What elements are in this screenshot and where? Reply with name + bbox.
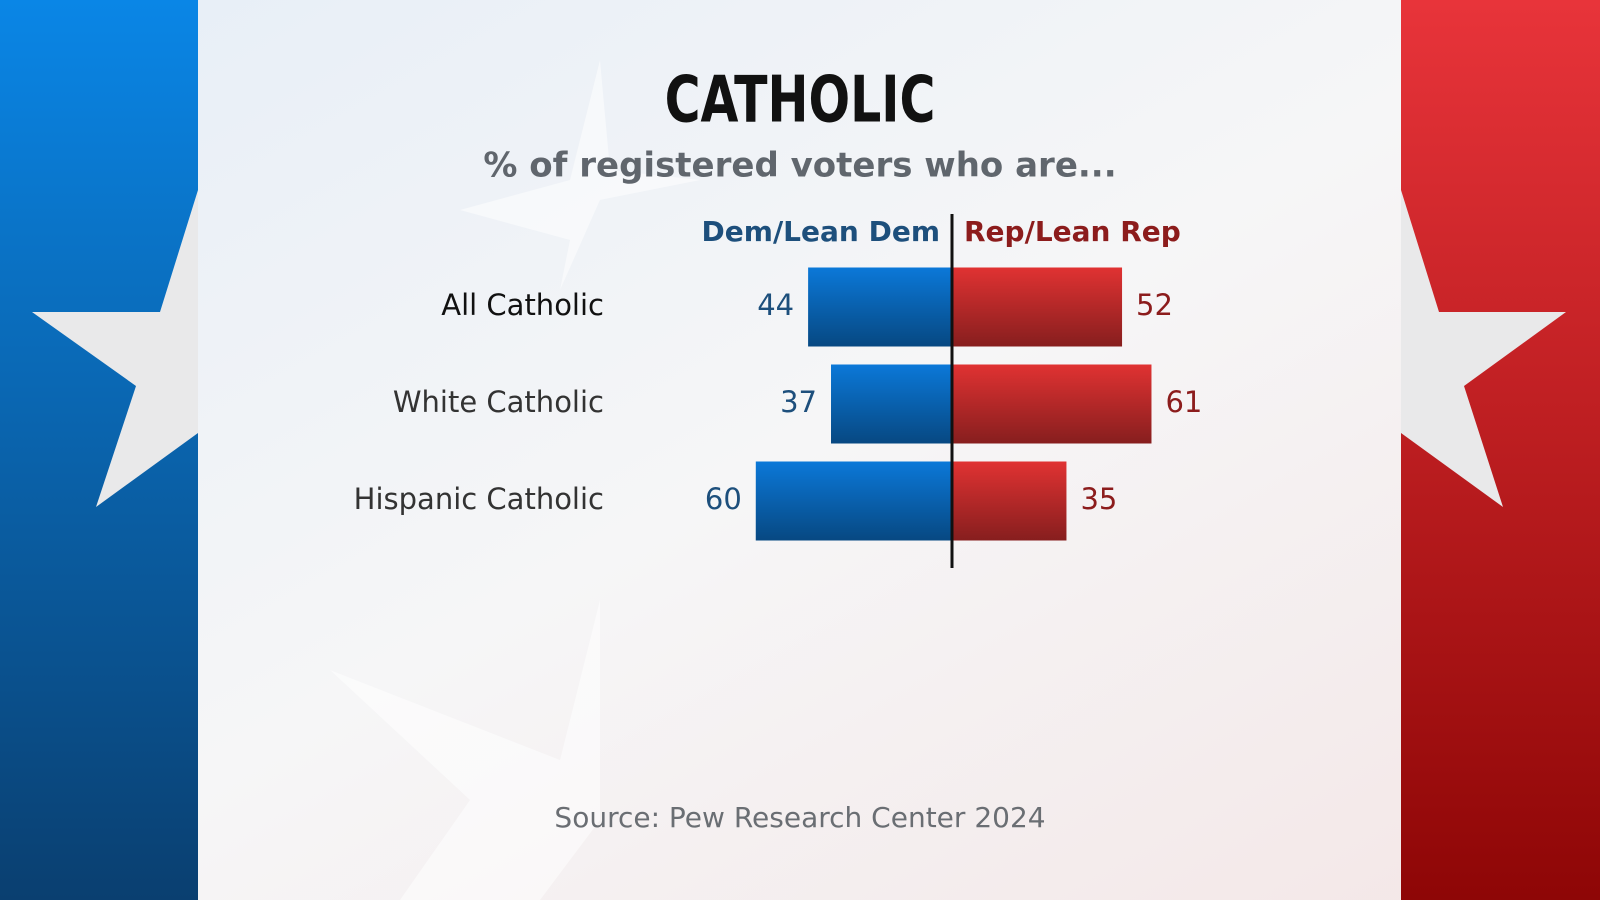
- bar-shade: [831, 364, 952, 444]
- value-label: 37: [780, 385, 817, 419]
- value-label: 61: [1165, 385, 1202, 419]
- bar-shade: [808, 267, 952, 347]
- legend-label: Rep/Lean Rep: [964, 215, 1181, 248]
- legend-label: Dem/Lean Dem: [702, 215, 940, 248]
- value-label: 35: [1080, 482, 1117, 516]
- source: Source: Pew Research Center 2024: [554, 801, 1045, 834]
- category-label: All Catholic: [441, 288, 604, 322]
- bg-stars: [330, 60, 700, 900]
- value-label: 44: [757, 288, 794, 322]
- bar-shade: [952, 364, 1152, 444]
- bar-shade: [952, 461, 1067, 541]
- right-star: [1401, 190, 1566, 507]
- value-label: 60: [705, 482, 742, 516]
- bar-shade: [952, 267, 1123, 347]
- bar-shade: [755, 461, 952, 541]
- value-label: 52: [1136, 288, 1173, 322]
- category-label: Hispanic Catholic: [354, 482, 604, 516]
- chart-title: CATHOLIC: [665, 63, 936, 137]
- left-star: [32, 190, 198, 507]
- chart-subtitle: % of registered voters who are...: [483, 146, 1116, 186]
- category-label: White Catholic: [393, 385, 604, 419]
